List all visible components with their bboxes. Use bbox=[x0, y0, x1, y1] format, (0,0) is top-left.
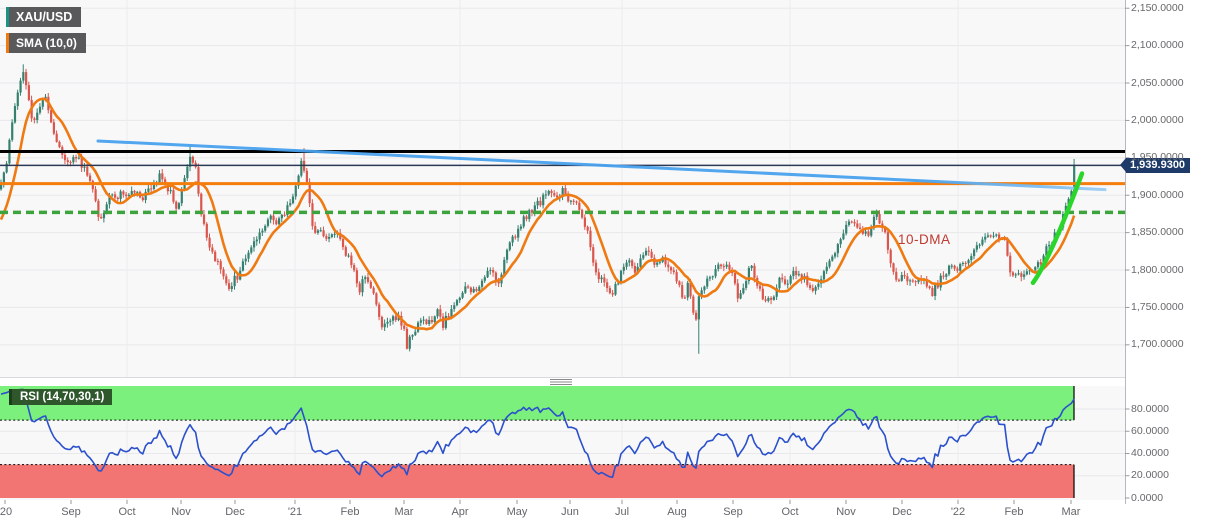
sma-label: SMA (10,0) bbox=[16, 36, 77, 50]
price-axis-label: 1,950.0000 bbox=[1131, 151, 1184, 164]
x-axis-label: Sep bbox=[723, 506, 743, 518]
symbol-label: XAU/USD bbox=[16, 10, 73, 24]
rsi-axis-label: 60.0000 bbox=[1131, 424, 1169, 437]
x-axis-label: Oct bbox=[118, 506, 136, 518]
x-axis-label: Feb bbox=[340, 506, 360, 518]
x-axis-label: Sep bbox=[61, 506, 81, 518]
price-axis-label: 1,750.0000 bbox=[1131, 300, 1184, 313]
rsi-oversold-band bbox=[0, 464, 1075, 498]
price-axis-label: 1,850.0000 bbox=[1131, 226, 1184, 239]
x-axis-label: Nov bbox=[836, 506, 856, 518]
price-axis-label: 1,900.0000 bbox=[1131, 188, 1184, 201]
trend-arrow-green[interactable] bbox=[1030, 171, 1085, 285]
symbol-accent-bar bbox=[6, 7, 9, 27]
x-axis-label: May bbox=[506, 506, 528, 518]
x-axis-label: Dec bbox=[225, 506, 245, 518]
x-axis-label: Nov bbox=[171, 506, 191, 518]
candles-layer bbox=[0, 64, 1076, 354]
symbol-badge[interactable]: XAU/USD bbox=[6, 7, 82, 27]
rsi-axis-label: 20.0000 bbox=[1131, 469, 1169, 482]
sma-accent-bar bbox=[6, 33, 9, 53]
rsi-axis-label: 40.0000 bbox=[1131, 447, 1169, 459]
price-axis-label: 1,700.0000 bbox=[1131, 338, 1184, 351]
x-axis-label: Apr bbox=[451, 506, 469, 518]
price-axis-label: 1,800.0000 bbox=[1131, 263, 1184, 276]
trendline-blue[interactable] bbox=[96, 139, 1107, 192]
last-price-value: 1,939.9300 bbox=[1126, 157, 1191, 173]
rsi-axis-label: 80.0000 bbox=[1131, 402, 1169, 415]
x-axis-label: Oct bbox=[781, 506, 799, 518]
x-axis-label: '22 bbox=[950, 506, 966, 518]
sma-indicator-badge[interactable]: SMA (10,0) bbox=[6, 33, 86, 53]
x-axis-label: Jun bbox=[561, 506, 579, 518]
x-axis-label: Dec bbox=[892, 506, 912, 518]
x-axis-label: Jul bbox=[614, 506, 630, 518]
rsi-indicator-badge[interactable]: RSI (14,70,30,1) bbox=[9, 389, 113, 405]
x-axis-label: '20 bbox=[0, 506, 13, 518]
price-axis-label: 2,050.0000 bbox=[1131, 76, 1184, 89]
pane-resize-handle[interactable] bbox=[550, 379, 572, 386]
price-axis-label: 2,150.0000 bbox=[1131, 1, 1184, 14]
price-levels bbox=[0, 149, 1125, 215]
last-price-badge-arrow bbox=[1120, 158, 1126, 173]
x-axis-label: Mar bbox=[394, 506, 414, 518]
dma-annotation: 10-DMA bbox=[898, 231, 951, 247]
last-price-badge: 1,939.9300 bbox=[1120, 157, 1191, 173]
x-axis-label: Feb bbox=[1004, 506, 1024, 518]
x-axis-label: Aug bbox=[667, 506, 687, 518]
rsi-axis-label: 0.0000 bbox=[1131, 491, 1164, 504]
x-axis-label: Mar bbox=[1061, 506, 1081, 518]
price-axis-label: 2,100.0000 bbox=[1131, 39, 1184, 52]
axis-frame bbox=[4, 0, 1130, 504]
sma-line bbox=[0, 97, 1076, 331]
rsi-label: RSI (14,70,30,1) bbox=[20, 391, 105, 403]
x-axis-label: '21 bbox=[287, 506, 303, 518]
rsi-line bbox=[0, 388, 1075, 478]
rsi-overbought-band bbox=[0, 386, 1075, 421]
price-axis-label: 2,000.0000 bbox=[1131, 113, 1184, 126]
